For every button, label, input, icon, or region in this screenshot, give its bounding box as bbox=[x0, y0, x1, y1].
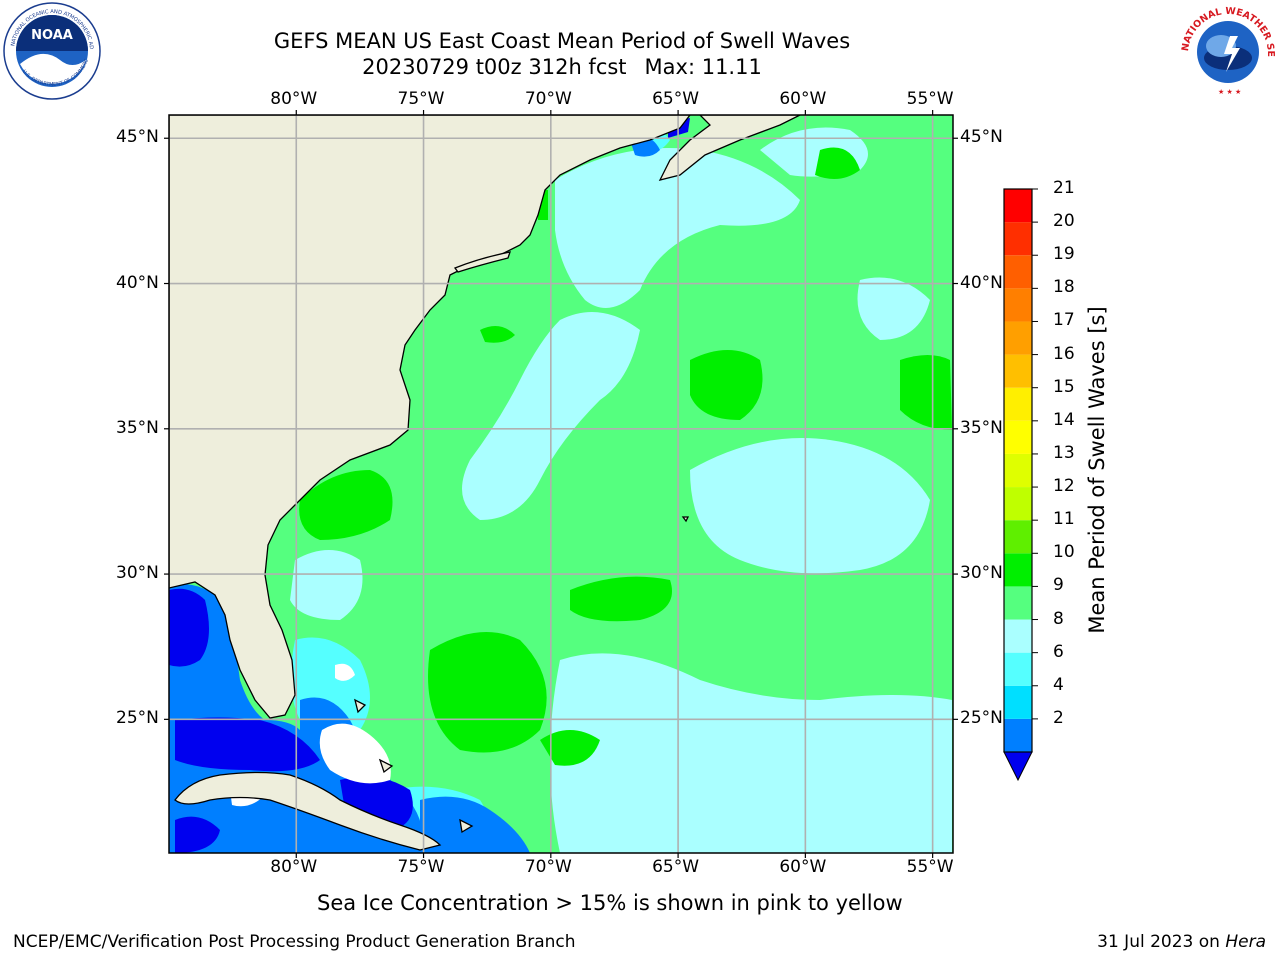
colorbar-bin bbox=[1004, 354, 1032, 388]
nova-scotia bbox=[658, 115, 801, 181]
colorbar-bin bbox=[1004, 387, 1032, 421]
bahamas-island bbox=[459, 818, 474, 834]
colorbar-tick-label: 18 bbox=[1053, 277, 1075, 298]
colorbar-bin bbox=[1004, 586, 1032, 620]
noaa-logo: NOAA NATIONAL OCEANIC AND ATMOSPHERIC AD… bbox=[2, 2, 101, 100]
colorbar-tick-label: 17 bbox=[1053, 310, 1075, 331]
colorbar-frame bbox=[1003, 188, 1033, 753]
bahamas-island bbox=[378, 758, 394, 774]
colorbar-tick-label: 21 bbox=[1053, 178, 1075, 198]
footer-date: 31 Jul 2023 on Hera bbox=[1097, 932, 1266, 952]
swell-8-9s-regions bbox=[290, 127, 952, 853]
land bbox=[169, 115, 801, 851]
lon-label-bottom: 60°W bbox=[779, 857, 827, 877]
colorbar-tick-label: 12 bbox=[1053, 476, 1075, 497]
cuba bbox=[174, 771, 442, 851]
lon-label-bottom: 65°W bbox=[652, 857, 700, 877]
colorbar-bin bbox=[1004, 718, 1032, 752]
colorbar-tick-label: 10 bbox=[1053, 542, 1075, 563]
svg-text:★ ★ ★: ★ ★ ★ bbox=[1218, 88, 1241, 96]
colorbar-tick-label: 4 bbox=[1053, 674, 1064, 695]
colorbar-bin bbox=[1004, 553, 1032, 587]
colorbar-bin bbox=[1004, 487, 1032, 521]
lon-label-bottom: 55°W bbox=[906, 857, 954, 877]
swell-10-11s-regions bbox=[299, 147, 952, 766]
lon-label-top: 55°W bbox=[906, 89, 954, 109]
max-value-label: Max: 11.11 bbox=[644, 55, 762, 79]
bermuda bbox=[681, 516, 690, 523]
colorbar-tick-label: 14 bbox=[1053, 409, 1075, 430]
lat-label-left: 35°N bbox=[116, 417, 159, 438]
lon-label-top: 80°W bbox=[270, 89, 318, 109]
lat-label-left: 45°N bbox=[116, 127, 159, 148]
bahamas-island bbox=[354, 698, 367, 714]
lat-label-right: 35°N bbox=[960, 417, 1003, 438]
lat-label-right: 25°N bbox=[960, 708, 1003, 729]
colorbar-bin bbox=[1004, 453, 1032, 488]
north-america-landmass bbox=[169, 115, 691, 719]
lat-label-right: 40°N bbox=[960, 272, 1003, 293]
colorbar-bin bbox=[1004, 189, 1032, 223]
footer-date-text: 31 Jul 2023 on bbox=[1097, 932, 1220, 952]
chart-title: GEFS MEAN US East Coast Mean Period of S… bbox=[273, 29, 851, 53]
gridlines bbox=[169, 115, 953, 853]
colorbar-tick-label: 16 bbox=[1053, 343, 1075, 364]
svg-text:NOAA: NOAA bbox=[31, 28, 73, 43]
colorbar-tick-label: 15 bbox=[1053, 376, 1075, 397]
footer-host: Hera bbox=[1225, 932, 1266, 952]
nws-logo: NATIONAL WEATHER SERVICE ★ ★ ★ bbox=[1178, 2, 1276, 98]
lon-label-bottom: 80°W bbox=[270, 857, 318, 877]
lat-label-left: 25°N bbox=[116, 708, 159, 729]
colorbar-bin bbox=[1004, 288, 1032, 322]
long-island bbox=[453, 251, 511, 273]
chart-subtitle: 20230729 t00z 312h fcst Max: 11.11 bbox=[162, 54, 962, 80]
colorbar-bin bbox=[1004, 520, 1032, 554]
colorbar-tick-label: 19 bbox=[1053, 244, 1075, 265]
lon-label-top: 70°W bbox=[524, 89, 572, 109]
colorbar-label: Mean Period of Swell Waves [s] bbox=[1085, 306, 1109, 634]
lon-label-bottom: 75°W bbox=[397, 857, 445, 877]
colorbar-tick-label: 13 bbox=[1053, 442, 1075, 463]
lat-label-right: 30°N bbox=[960, 563, 1003, 584]
lon-label-top: 75°W bbox=[397, 89, 445, 109]
lon-label-bottom: 70°W bbox=[524, 857, 572, 877]
colorbar-tick-label: 9 bbox=[1053, 575, 1064, 596]
lat-label-left: 40°N bbox=[116, 272, 159, 293]
forecast-run-label: 20230729 t00z 312h fcst bbox=[362, 55, 627, 79]
lon-label-top: 60°W bbox=[779, 89, 827, 109]
footer-branch: NCEP/EMC/Verification Post Processing Pr… bbox=[13, 932, 576, 952]
colorbar-tick-label: 8 bbox=[1053, 608, 1064, 629]
colorbar-bin bbox=[1004, 222, 1032, 256]
colorbar-tick-label: 6 bbox=[1053, 641, 1064, 662]
lat-label-left: 30°N bbox=[116, 563, 159, 584]
tick-marks bbox=[164, 110, 958, 858]
colorbar-tick-label: 20 bbox=[1053, 211, 1075, 232]
lat-label-right: 45°N bbox=[960, 127, 1003, 148]
colorbar-under-triangle bbox=[1003, 751, 1033, 782]
lon-label-top: 65°W bbox=[652, 89, 700, 109]
colorbar-bin bbox=[1004, 321, 1032, 355]
colorbar-bin bbox=[1004, 619, 1032, 653]
colorbar-bin bbox=[1004, 255, 1032, 289]
colorbar-tick-label: 11 bbox=[1053, 509, 1075, 530]
colorbar-bin bbox=[1004, 652, 1032, 686]
colorbar-bin bbox=[1004, 685, 1032, 719]
colorbar-tick-label: 2 bbox=[1053, 707, 1064, 728]
map-frame bbox=[168, 114, 954, 854]
colorbar-bin bbox=[1004, 420, 1032, 454]
